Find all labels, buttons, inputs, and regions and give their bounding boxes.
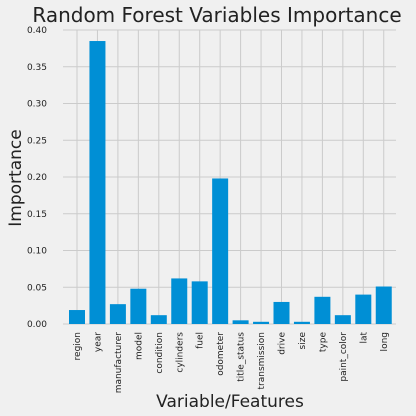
bar-paint-color	[334, 315, 351, 324]
x-axis-label: Variable/Features	[156, 392, 304, 412]
bar-title-status	[232, 320, 249, 324]
y-tick-label: 0.00	[27, 320, 47, 330]
bar-fuel	[191, 281, 208, 324]
bar-drive	[273, 301, 290, 324]
bar-cylinders	[171, 278, 188, 324]
x-tick-label: drive	[278, 332, 288, 355]
x-tick-label: cylinders	[175, 332, 185, 373]
y-tick-label: 0.15	[27, 210, 47, 220]
bar-lat	[355, 294, 372, 324]
x-tick-label: condition	[155, 332, 165, 374]
chart-title: Random Forest Variables Importance	[32, 3, 401, 27]
y-tick-label: 0.10	[27, 247, 47, 257]
bar-transmission	[253, 321, 270, 324]
x-tick-label: region	[73, 332, 83, 360]
bar-manufacturer	[109, 304, 126, 324]
y-tick-label: 0.05	[27, 283, 47, 293]
x-tick-label: lat	[359, 332, 369, 344]
y-tick-label: 0.30	[27, 100, 47, 110]
x-tick-label: year	[93, 332, 103, 352]
y-tick-labels: 0.00 0.05 0.10 0.15 0.20 0.25 0.30 0.35 0.40	[27, 26, 47, 330]
bar-model	[130, 288, 147, 324]
x-tick-label: model	[134, 332, 144, 360]
grid-layer	[63, 29, 396, 325]
bars-layer	[69, 41, 392, 325]
y-tick-label: 0.25	[27, 136, 47, 146]
x-tick-label: manufacturer	[114, 332, 124, 394]
y-tick-label: 0.35	[27, 63, 47, 73]
bar-condition	[150, 315, 167, 324]
y-tick-label: 0.20	[27, 173, 47, 183]
x-tick-label: long	[380, 332, 390, 351]
bar-long	[375, 286, 392, 324]
x-tick-label: transmission	[257, 332, 267, 390]
bar-odometer	[212, 178, 229, 324]
x-tick-labels: region year manufacturer model condition cyli…	[73, 332, 390, 394]
y-axis-label: Importance	[6, 129, 26, 226]
x-tick-label: title_status	[237, 332, 247, 382]
bar-type	[314, 296, 331, 324]
x-tick-label: paint_color	[339, 332, 349, 382]
x-tick-label: size	[298, 332, 308, 350]
x-tick-label: type	[318, 332, 328, 353]
x-tick-label: fuel	[196, 332, 206, 349]
y-tick-label: 0.40	[27, 26, 47, 36]
bar-year	[89, 41, 106, 325]
bar-region	[69, 310, 85, 324]
bar-size	[293, 321, 310, 324]
x-tick-label: odometer	[216, 332, 226, 376]
